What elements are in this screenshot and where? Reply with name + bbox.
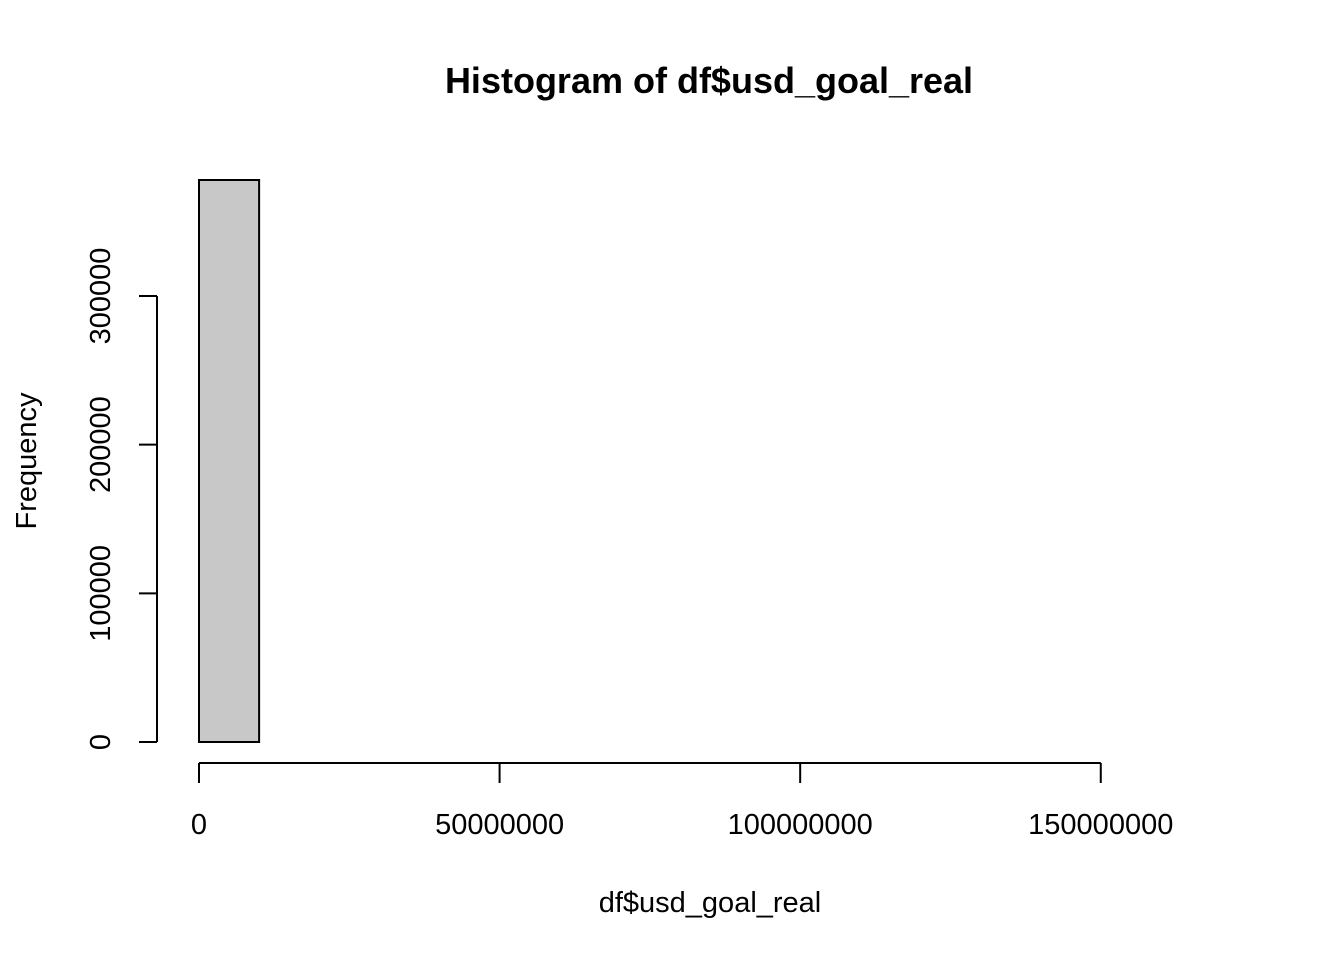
y-axis: 0 100000 200000 300000 — [85, 248, 158, 750]
y-tick-label-1: 100000 — [85, 545, 117, 642]
y-tick-label-3: 300000 — [85, 248, 117, 345]
histogram-bars — [198, 179, 261, 743]
x-tick-label-3: 150000000 — [1028, 809, 1173, 841]
x-tick-label-1: 50000000 — [435, 809, 564, 841]
y-tick-label-0: 0 — [85, 734, 117, 750]
chart-title: Histogram of df$usd_goal_real — [445, 60, 973, 101]
x-tick-label-2: 100000000 — [728, 809, 873, 841]
x-tick-label-0: 0 — [191, 809, 207, 841]
x-axis: 0 50000000 100000000 150000000 — [191, 762, 1173, 841]
y-tick-label-2: 200000 — [85, 396, 117, 493]
histogram-bar-0 — [198, 179, 261, 743]
y-axis-label: Frequency — [11, 392, 43, 530]
x-axis-label: df$usd_goal_real — [599, 887, 822, 919]
